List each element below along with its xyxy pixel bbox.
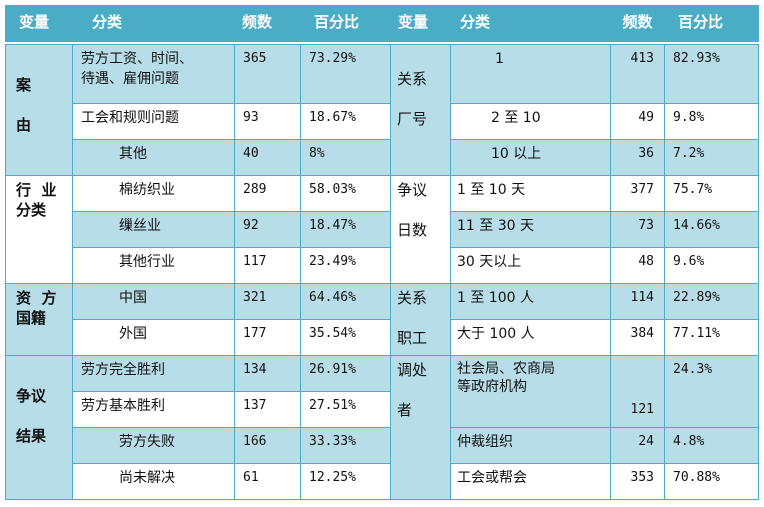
count-cell: 353 — [610, 463, 665, 500]
variable-label: 争议 日数 — [390, 175, 451, 284]
header-left-percent: 百分比 — [300, 5, 391, 42]
category-cell: 劳方工资、时间、 待遇、雇佣问题 — [72, 44, 235, 104]
percent-cell: 82.93% — [664, 44, 759, 104]
category-cell: 缫丝业 — [72, 211, 235, 248]
category-cell: 2 至 10 — [450, 103, 611, 140]
count-cell: 92 — [234, 211, 301, 248]
category-cell: 劳方完全胜利 — [72, 355, 235, 392]
percent-cell: 33.33% — [300, 427, 391, 464]
percent-cell: 9.8% — [664, 103, 759, 140]
category-cell: 社会局、农商局 等政府机构 — [450, 355, 611, 428]
variable-label: 争议 结果 — [5, 355, 73, 500]
percent-cell: 18.47% — [300, 211, 391, 248]
percent-cell: 58.03% — [300, 175, 391, 212]
count-cell: 377 — [610, 175, 665, 212]
percent-cell: 8% — [300, 139, 391, 176]
header-right-category: 分类 — [450, 5, 611, 42]
count-cell: 166 — [234, 427, 301, 464]
category-cell: 其他 — [72, 139, 235, 176]
variable-label: 关系 职工 — [390, 283, 451, 356]
header-left-variable: 变量 — [5, 5, 73, 42]
header-right-percent: 百分比 — [664, 5, 759, 42]
percent-cell: 75.7% — [664, 175, 759, 212]
percent-cell: 73.29% — [300, 44, 391, 104]
percent-cell: 23.49% — [300, 247, 391, 284]
category-cell: 11 至 30 天 — [450, 211, 611, 248]
count-cell: 177 — [234, 319, 301, 356]
count-cell: 134 — [234, 355, 301, 392]
percent-cell: 24.3% — [664, 355, 759, 428]
count-cell: 73 — [610, 211, 665, 248]
category-cell: 尚未解决 — [72, 463, 235, 500]
category-cell: 30 天以上 — [450, 247, 611, 284]
count-cell: 61 — [234, 463, 301, 500]
percent-cell: 4.8% — [664, 427, 759, 464]
count-cell: 137 — [234, 391, 301, 428]
percent-cell: 35.54% — [300, 319, 391, 356]
count-cell: 289 — [234, 175, 301, 212]
header-left-category: 分类 — [72, 5, 235, 42]
percent-cell: 14.66% — [664, 211, 759, 248]
category-cell: 其他行业 — [72, 247, 235, 284]
count-cell: 114 — [610, 283, 665, 320]
count-cell: 48 — [610, 247, 665, 284]
percent-cell: 27.51% — [300, 391, 391, 428]
category-cell: 10 以上 — [450, 139, 611, 176]
variable-label: 关系 厂号 — [390, 44, 451, 176]
header-left-count: 频数 — [234, 5, 301, 42]
count-cell: 40 — [234, 139, 301, 176]
percent-cell: 9.6% — [664, 247, 759, 284]
percent-cell: 26.91% — [300, 355, 391, 392]
category-cell: 中国 — [72, 283, 235, 320]
percent-cell: 70.88% — [664, 463, 759, 500]
category-cell: 劳方失败 — [72, 427, 235, 464]
count-cell: 49 — [610, 103, 665, 140]
percent-cell: 7.2% — [664, 139, 759, 176]
category-cell: 1 至 100 人 — [450, 283, 611, 320]
percent-cell: 22.89% — [664, 283, 759, 320]
percent-cell: 12.25% — [300, 463, 391, 500]
count-cell: 24 — [610, 427, 665, 464]
percent-cell: 64.46% — [300, 283, 391, 320]
variable-label: 调处 者 — [390, 355, 451, 500]
count-cell: 117 — [234, 247, 301, 284]
category-cell: 劳方基本胜利 — [72, 391, 235, 428]
category-cell: 工会和规则问题 — [72, 103, 235, 140]
header-right-count: 频数 — [610, 5, 665, 42]
count-cell: 384 — [610, 319, 665, 356]
category-cell: 仲裁组织 — [450, 427, 611, 464]
category-cell: 1 — [450, 44, 611, 104]
count-cell: 93 — [234, 103, 301, 140]
header-right-variable: 变量 — [390, 5, 451, 42]
count-cell: 365 — [234, 44, 301, 104]
percent-cell: 77.11% — [664, 319, 759, 356]
count-cell: 36 — [610, 139, 665, 176]
variable-label: 行 业 分类 — [5, 175, 73, 284]
variable-label: 资 方 国籍 — [5, 283, 73, 356]
variable-label: 案 由 — [5, 44, 73, 176]
category-cell: 1 至 10 天 — [450, 175, 611, 212]
count-cell: 413 — [610, 44, 665, 104]
count-cell: 121 — [610, 355, 665, 428]
category-cell: 大于 100 人 — [450, 319, 611, 356]
category-cell: 工会或帮会 — [450, 463, 611, 500]
category-cell: 棉纺织业 — [72, 175, 235, 212]
percent-cell: 18.67% — [300, 103, 391, 140]
category-cell: 外国 — [72, 319, 235, 356]
count-cell: 321 — [234, 283, 301, 320]
